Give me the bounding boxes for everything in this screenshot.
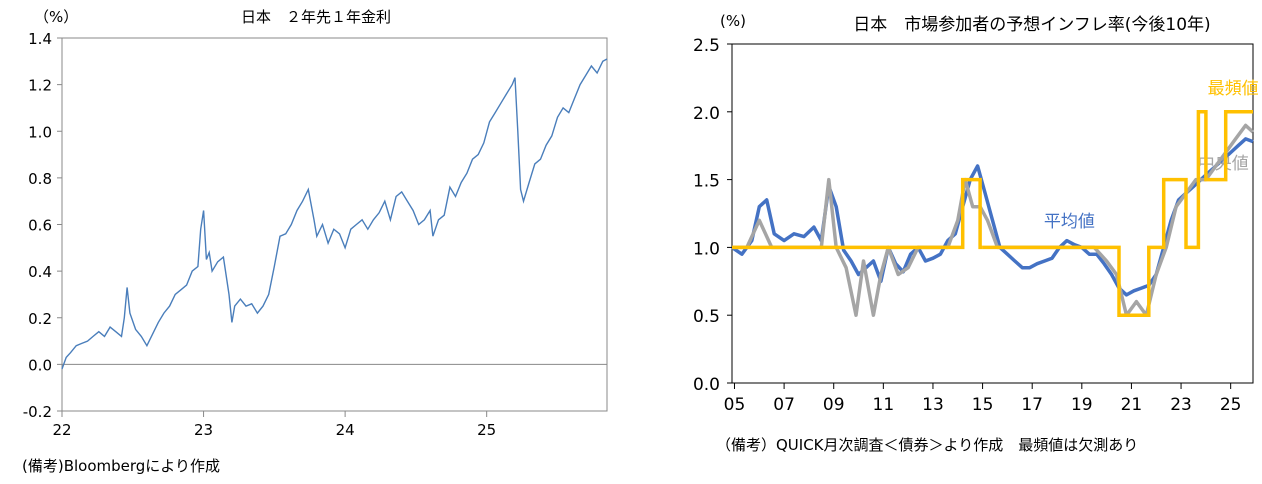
y-tick-label: 1.4 <box>28 30 52 48</box>
y-tick-label: 0.2 <box>28 310 52 328</box>
x-tick-label: 24 <box>336 421 355 439</box>
plot-frame <box>731 43 1254 384</box>
y-tick-label: 1.2 <box>28 77 52 95</box>
y-tick-label: 0.4 <box>28 263 52 281</box>
inflation-expectation-chart: 0.0 0.5 1.0 1.5 2.0 2.5 05 07 09 11 13 15 17 19 21 23 25… <box>693 12 1259 415</box>
right-chart-panel: 0.0 0.5 1.0 1.5 2.0 2.5 05 07 09 11 13 15 17 19 21 23 25… <box>630 0 1262 480</box>
y-tick-label: 0.5 <box>693 307 720 327</box>
y-tick-label: 0.8 <box>28 170 52 188</box>
right-source-note: （備考）QUICK月次調査＜債券＞より作成 最頻値は欠測あり <box>716 436 1139 454</box>
left-source-note: (備考)Bloombergにより作成 <box>22 457 221 475</box>
series-label: 平均値 <box>1044 212 1095 232</box>
x-tick-label: 13 <box>922 395 944 415</box>
x-tick-label: 11 <box>873 395 895 415</box>
plot-frame <box>61 37 608 412</box>
x-tick-label: 23 <box>194 421 213 439</box>
unit-label: （%） <box>34 8 78 26</box>
x-tick-label: 15 <box>972 395 994 415</box>
chart-title: 日本 市場参加者の予想インフレ率(今後10年) <box>853 15 1210 35</box>
y-tick-label: 2.5 <box>693 36 720 56</box>
left-chart-panel: -0.2 0.0 0.2 0.4 0.6 0.8 1.0 1.2 1.4 22 23 24 25 （%） 日… <box>0 0 630 480</box>
unit-label: (%) <box>720 12 746 30</box>
x-tick-label: 09 <box>823 395 845 415</box>
series-mode-line <box>732 177 983 250</box>
y-tick-label: 0.0 <box>693 375 720 395</box>
series-mode-line <box>982 110 1253 317</box>
x-tick-label: 25 <box>1220 395 1242 415</box>
x-tick-label: 07 <box>773 395 795 415</box>
y-tick-label: 1.0 <box>693 239 720 259</box>
series-label: 最頻値 <box>1208 79 1259 99</box>
y-tick-label: 1.5 <box>693 172 720 192</box>
forward-rate-line <box>61 58 608 370</box>
y-tick-label: -0.2 <box>23 403 52 421</box>
x-tick-label: 23 <box>1170 395 1192 415</box>
chart-title: 日本 ２年先１年金利 <box>241 8 391 26</box>
x-tick-label: 25 <box>477 421 496 439</box>
y-tick-label: 1.0 <box>28 123 52 141</box>
y-tick-label: 0.6 <box>28 217 52 235</box>
y-tick-label: 0.0 <box>28 356 52 374</box>
x-tick-label: 05 <box>724 395 746 415</box>
x-tick-label: 19 <box>1071 395 1093 415</box>
series-label: 中央値 <box>1198 154 1249 174</box>
y-tick-label: 2.0 <box>693 104 720 124</box>
series-median-line <box>732 123 1255 317</box>
x-tick-label: 22 <box>52 421 71 439</box>
forward-rate-chart: -0.2 0.0 0.2 0.4 0.6 0.8 1.0 1.2 1.4 22 23 24 25 （%） 日… <box>23 8 608 439</box>
x-tick-label: 17 <box>1021 395 1043 415</box>
x-tick-label: 21 <box>1121 395 1143 415</box>
